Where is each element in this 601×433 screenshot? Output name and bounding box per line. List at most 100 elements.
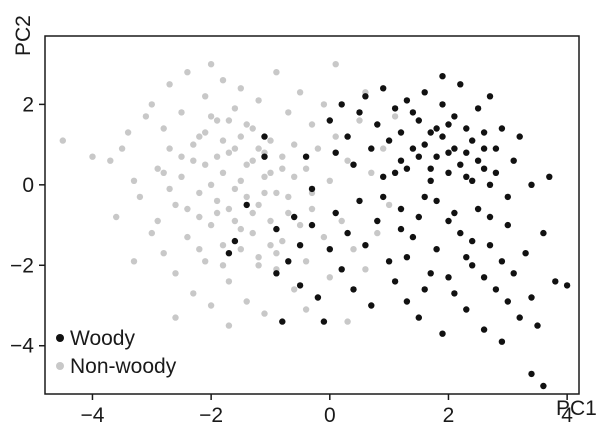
non-woody-point-32 (213, 197, 221, 205)
woody-point-121 (469, 237, 476, 245)
woody-point-78 (504, 298, 511, 305)
woody-point-107 (480, 129, 488, 136)
non-woody-point-127 (219, 262, 227, 269)
non-woody-point-51 (273, 69, 280, 76)
non-woody-point-115 (178, 153, 185, 160)
woody-point-49 (421, 193, 428, 201)
x-axis: −4 −2 0 2 4 (80, 394, 573, 427)
non-woody-point-103 (267, 169, 274, 176)
woody-point-71 (486, 242, 494, 249)
woody-point-4 (261, 153, 268, 160)
woody-point-109 (492, 145, 500, 152)
woody-point-32 (368, 302, 375, 309)
non-woody-point-45 (255, 97, 262, 104)
woody-point-110 (391, 169, 399, 176)
woody-point-99 (433, 153, 440, 160)
y-tick-label-3: 2 (22, 93, 34, 116)
non-woody-point-95 (219, 169, 227, 176)
non-woody-point-12 (160, 125, 167, 132)
woody-point-56 (439, 101, 446, 108)
non-woody-point-82 (391, 113, 399, 120)
woody-point-9 (291, 213, 298, 221)
non-woody-point-46 (255, 254, 262, 261)
woody-point-55 (439, 330, 446, 337)
non-woody-point-113 (255, 145, 262, 152)
woody-point-86 (534, 322, 541, 329)
non-woody-point-68 (320, 101, 328, 108)
woody-point-128 (480, 274, 488, 281)
non-woody-point-11 (154, 217, 161, 225)
woody-point-98 (427, 177, 434, 184)
non-woody-point-98 (237, 177, 244, 184)
non-woody-point-96 (225, 205, 233, 213)
woody-point-93 (439, 73, 446, 80)
non-woody-point-3 (118, 145, 126, 152)
plot-frame (44, 35, 580, 395)
points-layer (59, 60, 571, 390)
woody-point-66 (469, 262, 476, 269)
non-woody-point-118 (207, 113, 215, 120)
non-woody-point-15 (166, 145, 173, 152)
woody-point-24 (344, 229, 351, 237)
non-woody-point-126 (255, 262, 262, 269)
woody-point-36 (380, 173, 387, 180)
woody-point-81 (516, 314, 523, 321)
woody-point-124 (403, 254, 411, 261)
woody-point-42 (397, 157, 405, 164)
woody-point-113 (445, 121, 452, 128)
legend: Woody Non-woody (56, 327, 177, 378)
non-woody-point-111 (219, 137, 227, 144)
non-woody-point-110 (202, 129, 209, 136)
non-woody-point-120 (291, 173, 298, 180)
non-woody-point-21 (184, 69, 191, 76)
non-woody-point-66 (314, 145, 322, 152)
y-tick-label-2: 0 (22, 174, 34, 197)
non-woody-point-54 (279, 237, 286, 245)
woody-point-1 (231, 237, 239, 245)
non-woody-point-59 (296, 221, 304, 229)
legend-woody-label: Woody (70, 327, 135, 350)
non-woody-point-97 (231, 145, 239, 152)
non-woody-point-90 (190, 141, 197, 148)
x-tick-label-3: 2 (443, 404, 455, 427)
woody-point-30 (362, 242, 369, 249)
legend-woody-marker (56, 334, 64, 342)
woody-point-94 (397, 129, 405, 136)
woody-point-44 (403, 97, 411, 104)
woody-point-22 (338, 101, 345, 108)
woody-point-114 (463, 149, 470, 156)
woody-point-25 (350, 161, 357, 168)
non-woody-point-85 (172, 314, 179, 321)
non-woody-point-84 (302, 306, 310, 313)
woody-point-27 (356, 109, 363, 116)
woody-point-90 (563, 282, 571, 289)
non-woody-point-123 (166, 185, 173, 193)
woody-point-96 (415, 153, 422, 160)
woody-point-84 (528, 294, 535, 301)
non-woody-point-116 (243, 121, 250, 128)
woody-point-115 (480, 165, 488, 172)
woody-point-102 (451, 145, 458, 152)
woody-point-17 (326, 246, 333, 253)
non-woody-point-14 (166, 81, 173, 88)
woody-point-52 (427, 165, 434, 172)
non-woody-point-91 (196, 189, 203, 197)
non-woody-point-42 (243, 298, 250, 305)
woody-point-65 (469, 137, 476, 144)
non-woody-point-125 (237, 246, 244, 253)
woody-point-129 (498, 258, 506, 265)
non-woody-point-10 (154, 165, 161, 172)
non-woody-point-27 (202, 258, 209, 265)
woody-point-16 (320, 318, 328, 325)
non-woody-point-117 (225, 117, 233, 124)
woody-point-111 (409, 109, 417, 116)
woody-point-125 (421, 286, 428, 293)
non-woody-point-30 (207, 302, 215, 309)
non-woody-point-56 (285, 193, 292, 201)
woody-point-70 (480, 145, 488, 152)
woody-point-105 (469, 177, 476, 184)
woody-point-46 (409, 145, 417, 152)
non-woody-point-124 (160, 169, 167, 176)
non-woody-point-109 (267, 242, 274, 249)
non-woody-point-67 (320, 233, 328, 241)
